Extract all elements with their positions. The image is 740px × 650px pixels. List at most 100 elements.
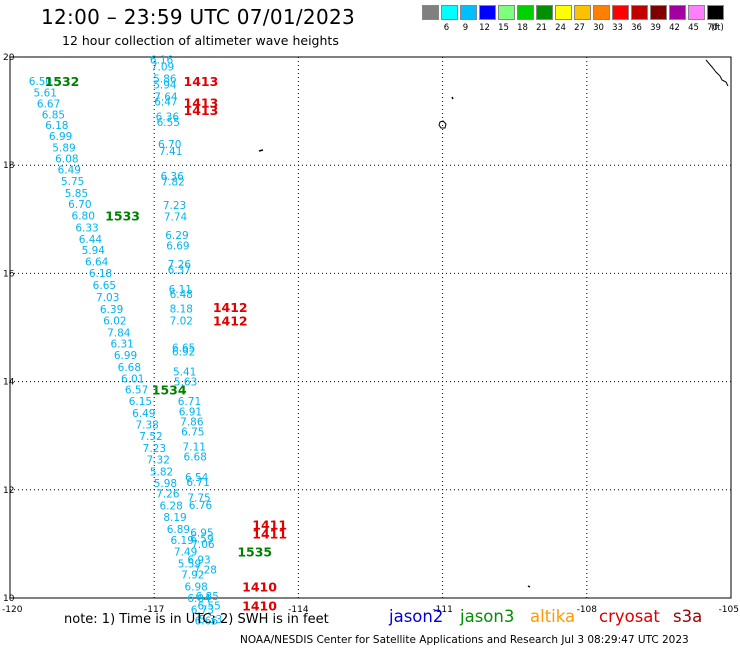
pass-time-label: 1410 xyxy=(242,580,277,595)
wave-height-label: 7.49 xyxy=(174,546,197,558)
wave-height-label: 7.82 xyxy=(161,176,184,188)
wave-height-label: 6.08 xyxy=(55,154,78,166)
legend-swatch xyxy=(479,5,496,20)
legend-label: 33 xyxy=(612,23,623,33)
wave-height-label: 6.37 xyxy=(168,265,191,277)
wave-height-label: 6.31 xyxy=(110,339,133,351)
wave-height-label: 6.44 xyxy=(79,234,103,246)
wave-height-label: 7.23 xyxy=(143,443,166,455)
legend-swatch xyxy=(593,5,610,20)
wave-height-label: 6.85 xyxy=(42,109,65,121)
wave-height-label: 7.52 xyxy=(139,431,162,443)
wave-height-label: 6.16 xyxy=(150,55,174,67)
legend-swatch xyxy=(707,5,724,20)
footer-credit: NOAA/NESDIS Center for Satellite Applica… xyxy=(240,634,689,646)
wave-height-label: 7.64 xyxy=(154,91,178,103)
wave-height-label: 6.73 xyxy=(191,604,214,616)
x-tick-label: -120 xyxy=(2,605,23,615)
wave-height-label: 6.68 xyxy=(184,451,207,463)
wave-height-label: 5.94 xyxy=(153,80,177,92)
wave-height-label: 7.09 xyxy=(151,62,174,74)
pass-time-label: 1413 xyxy=(184,74,219,89)
wave-height-label: 6.93 xyxy=(187,555,210,567)
legend-label: 12 xyxy=(479,23,490,33)
pass-time-label: 1410 xyxy=(242,599,277,614)
wave-height-label: 7.28 xyxy=(194,564,217,576)
island xyxy=(527,585,531,588)
wave-height-label: 7.26 xyxy=(168,259,192,271)
legend-swatch xyxy=(460,5,477,20)
legend-label: 24 xyxy=(555,23,566,33)
y-tick-label: 14 xyxy=(3,378,15,388)
wave-height-label: 6.92 xyxy=(172,346,195,358)
chart-title: 12:00 – 23:59 UTC 07/01/2023 xyxy=(41,5,356,29)
wave-height-label: 5.75 xyxy=(61,176,84,188)
x-tick-label: -111 xyxy=(432,605,452,615)
legend-label: 18 xyxy=(517,23,528,33)
satellite-label-jason3: jason3 xyxy=(460,607,515,626)
legend-label: 39 xyxy=(650,23,661,33)
wave-height-label: 5.33 xyxy=(199,614,222,626)
wave-height-label: 6.99 xyxy=(114,350,137,362)
legend-swatch xyxy=(441,5,458,20)
wave-height-label: 6.91 xyxy=(179,406,202,418)
satellite-label-altika: altika xyxy=(530,607,576,626)
legend-swatch xyxy=(669,5,686,20)
wave-height-label: 6.67 xyxy=(37,99,60,111)
wave-height-label: 6.33 xyxy=(75,222,98,234)
legend-swatch xyxy=(631,5,648,20)
y-tick-label: 16 xyxy=(3,269,15,279)
wave-height-label: 6.65 xyxy=(172,343,195,355)
wave-height-label: 7.06 xyxy=(191,539,215,551)
wave-height-label: 6.01 xyxy=(121,373,144,385)
pass-time-label: 1412 xyxy=(213,300,248,315)
legend-label: 27 xyxy=(574,23,585,33)
legend-label: 42 xyxy=(669,23,680,33)
plot-frame xyxy=(9,56,732,599)
wave-height-label: 6.98 xyxy=(184,582,207,594)
wave-height-label: 5.98 xyxy=(154,478,177,490)
satellite-label-jason2: jason2 xyxy=(389,607,444,626)
wave-height-label: 7.02 xyxy=(170,315,193,327)
wave-height-label: 6.04 xyxy=(187,593,211,605)
pass-time-label: 1534 xyxy=(152,383,187,398)
island xyxy=(438,120,447,129)
pass-time-label: 1412 xyxy=(213,313,248,328)
wave-height-label: 7.11 xyxy=(183,442,206,454)
wave-height-label: 6.76 xyxy=(189,500,213,512)
wave-height-label: 6.85 xyxy=(196,591,219,603)
pass-time-label: 1535 xyxy=(237,544,272,559)
wave-height-label: 6.55 xyxy=(157,117,180,129)
wave-height-label: 6.70 xyxy=(158,139,181,151)
wave-height-label: 6.50 xyxy=(29,76,52,88)
wave-height-label: 5.63 xyxy=(174,377,197,389)
wave-height-label: 7.38 xyxy=(135,419,158,431)
wave-height-label: 5.59 xyxy=(178,558,201,570)
pass-time-label: 1413 xyxy=(184,103,219,118)
wave-height-label: 6.29 xyxy=(165,230,188,242)
wave-height-label: 6.36 xyxy=(160,171,184,183)
pass-time-label: 1411 xyxy=(252,517,287,532)
legend-swatch xyxy=(555,5,572,20)
wave-height-label: 6.47 xyxy=(154,96,177,108)
satellite-label-s3a: s3a xyxy=(673,607,703,626)
island xyxy=(451,96,454,100)
wave-height-label: 6.57 xyxy=(125,385,148,397)
wave-height-label: 7.86 xyxy=(180,417,204,429)
wave-height-label: 6.80 xyxy=(72,211,95,223)
legend-unit: (ft) xyxy=(711,23,724,33)
wave-height-label: 6.89 xyxy=(167,524,190,536)
wave-height-label: 6.49 xyxy=(132,408,155,420)
wave-height-label: 6.71 xyxy=(186,477,209,489)
wave-height-label: 6.65 xyxy=(93,280,116,292)
coastline xyxy=(705,59,729,87)
footer-note: note: 1) Time is in UTC; 2) SWH is in fe… xyxy=(64,612,329,627)
wave-height-label: 5.94 xyxy=(82,245,106,257)
wave-height-label: 7.41 xyxy=(159,146,182,158)
color-legend: 6 9 12 15 18 21 24 27 30 33 36 39 42 45 70 (ft) xyxy=(422,5,728,35)
satellite-label-cryosat: cryosat xyxy=(599,607,660,626)
x-tick-label: -108 xyxy=(577,605,598,615)
wave-height-label: 6.59 xyxy=(190,533,213,545)
